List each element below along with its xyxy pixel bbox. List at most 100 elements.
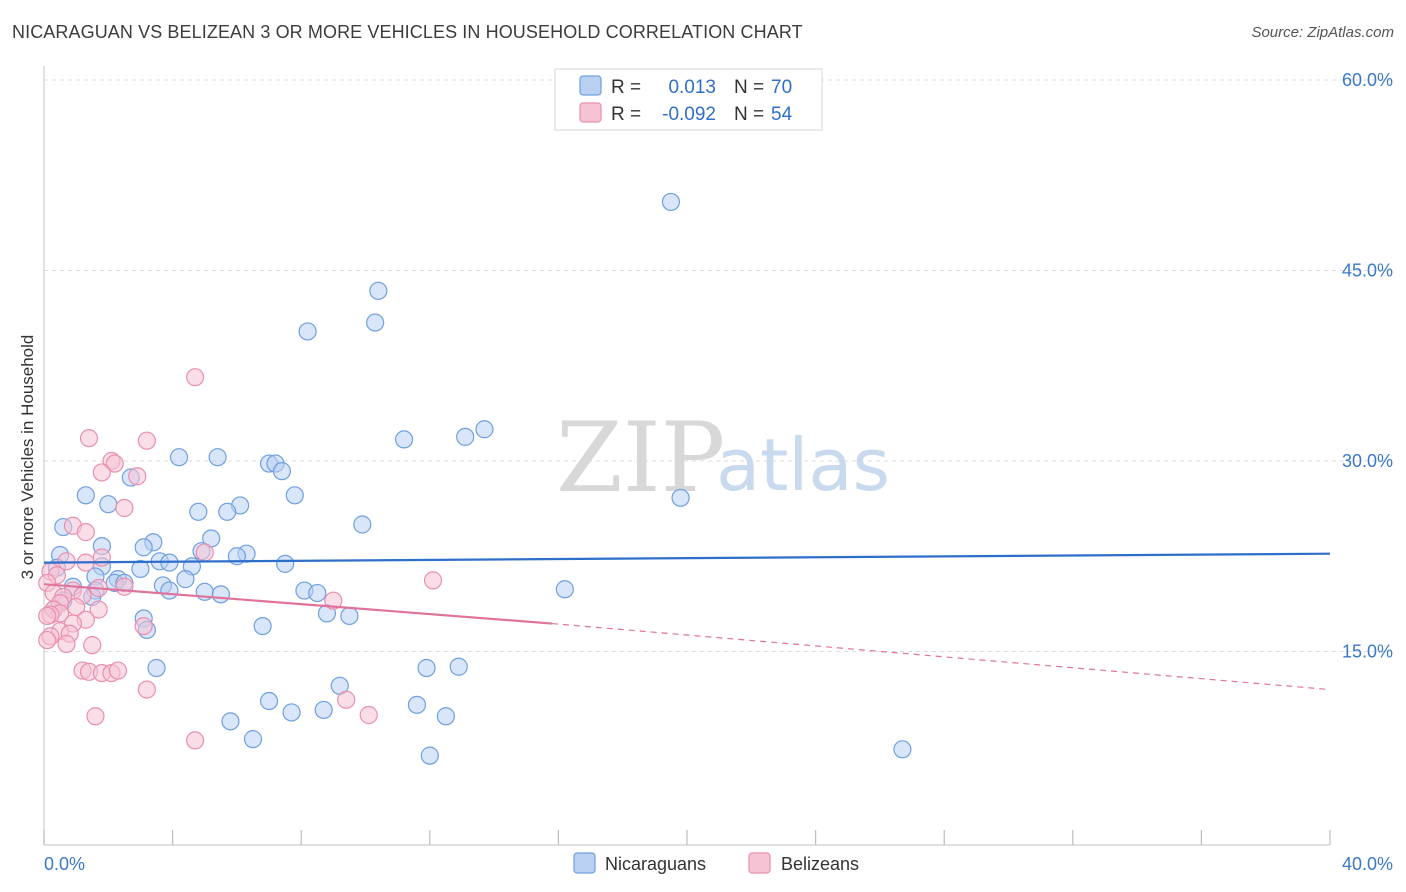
belizeans-point-34 — [134, 616, 153, 636]
nicaraguans-point-32 — [276, 554, 295, 573]
legend-r-value-1: 0.013 — [668, 77, 716, 98]
belizeans-point-49 — [359, 705, 378, 725]
nicaraguans-point-15 — [671, 488, 690, 507]
belizeans-point-9 — [76, 523, 95, 542]
belizeans-point-47 — [337, 690, 356, 709]
nicaraguans-point-5 — [456, 427, 475, 446]
nicaraguans-point-1 — [369, 281, 388, 300]
belizeans-point-45 — [108, 661, 128, 680]
belizeans-point-11 — [92, 548, 111, 567]
nicaraguans-point-39 — [176, 570, 195, 589]
legend-swatch-blue — [579, 75, 602, 96]
x-tick-labels: 0.0% 40.0% — [44, 854, 1393, 874]
nicaraguans-point-13 — [76, 486, 95, 505]
legend-r-value-2: -0.092 — [662, 104, 716, 125]
belizeans-point-2 — [137, 431, 156, 450]
belizeans-point-46 — [137, 680, 156, 699]
belizeans-point-29 — [89, 600, 108, 619]
legend-bottom: Nicaraguans Belizeans — [573, 852, 859, 874]
nicaraguans-point-66 — [407, 695, 427, 714]
nicaraguans-point-2 — [366, 313, 385, 332]
belizeans-points — [38, 368, 443, 750]
nicaraguans-point-50 — [555, 580, 574, 599]
nicaraguans-point-46 — [160, 581, 179, 600]
axes — [43, 66, 1331, 846]
legend-bottom-swatch-nicaraguans — [573, 852, 596, 874]
nicaraguans-point-55 — [340, 606, 359, 626]
legend-n-label-1: N = — [734, 77, 764, 98]
chart-title: NICARAGUAN VS BELIZEAN 3 OR MORE VEHICLE… — [12, 22, 803, 42]
nicaraguans-point-18 — [189, 502, 208, 521]
nicaraguans-point-8 — [208, 448, 227, 467]
belizeans-point-33 — [38, 606, 57, 626]
belizeans-point-6 — [128, 467, 147, 486]
legend-n-value-1: 70 — [771, 77, 792, 98]
nicaraguans-point-7 — [169, 448, 189, 467]
nicaraguans-point-20 — [353, 515, 372, 534]
y-axis-title: 3 or more Vehicles in Household — [18, 335, 37, 580]
nicaraguans-point-64 — [282, 703, 301, 722]
nicaraguans-point-68 — [221, 712, 240, 731]
belizeans-point-7 — [115, 498, 134, 518]
trend-lines — [43, 552, 1331, 691]
nicaraguans-point-11 — [272, 462, 292, 481]
nicaraguans-point-65 — [314, 700, 333, 720]
belizeans-point-0 — [186, 368, 205, 387]
x-tick-label-max: 40.0% — [1342, 854, 1393, 874]
belizeans-point-38 — [38, 630, 57, 650]
nicaraguans-point-67 — [436, 707, 455, 726]
nicaraguans-point-14 — [285, 486, 304, 505]
nicaraguans-point-71 — [420, 746, 439, 765]
legend-top: R = 0.013 N = 70 R = -0.092 N = 54 — [554, 68, 823, 131]
belizeans-point-40 — [83, 636, 102, 655]
nicaraguans-point-60 — [417, 658, 436, 678]
legend-bottom-label-belizeans: Belizeans — [781, 854, 859, 874]
nicaraguans-point-6 — [394, 430, 414, 449]
legend-bottom-swatch-belizeans — [748, 852, 771, 874]
nicaraguans-point-49 — [308, 583, 327, 603]
nicaraguans-point-69 — [243, 730, 263, 749]
nicaraguans-point-61 — [449, 657, 468, 676]
y-tick-label-0: 15.0% — [1342, 642, 1393, 662]
nicaraguans-point-57 — [253, 616, 272, 636]
nicaraguans-trend-line — [43, 552, 1331, 564]
legend-swatch-pink — [579, 102, 602, 123]
belizeans-point-1 — [79, 429, 99, 448]
legend-r-label-2: R = — [611, 104, 641, 125]
belizeans-trend-extension — [551, 622, 1331, 691]
nicaraguans-point-25 — [134, 538, 153, 557]
gridlines — [44, 79, 1393, 652]
nicaraguans-point-35 — [131, 559, 150, 579]
y-tick-label-3: 60.0% — [1342, 70, 1393, 90]
y-tick-labels: 15.0% 30.0% 45.0% 60.0% — [1342, 70, 1393, 662]
nicaraguans-point-4 — [475, 420, 494, 439]
belizeans-point-23 — [324, 591, 343, 610]
belizeans-point-39 — [57, 634, 76, 653]
watermark-zip: ZIP — [556, 402, 725, 514]
legend-n-label-2: N = — [734, 104, 764, 125]
nicaraguans-point-3 — [298, 322, 317, 341]
y-tick-label-1: 30.0% — [1342, 451, 1393, 471]
belizeans-point-10 — [195, 543, 214, 562]
belizeans-point-50 — [186, 731, 205, 750]
belizeans-point-18 — [115, 577, 134, 596]
source-credit: Source: ZipAtlas.com — [1251, 24, 1394, 41]
x-tick-label-min: 0.0% — [44, 854, 85, 874]
belizeans-point-4 — [105, 454, 124, 473]
legend-r-label-1: R = — [611, 77, 641, 98]
belizeans-point-48 — [86, 707, 105, 726]
nicaraguans-point-70 — [893, 740, 912, 759]
belizeans-point-16 — [423, 571, 443, 590]
watermark-atlas: atlas — [716, 423, 890, 507]
nicaraguans-point-0 — [661, 192, 681, 212]
nicaraguans-point-19 — [218, 502, 237, 521]
nicaraguans-point-48 — [211, 585, 230, 604]
belizeans-point-5 — [92, 463, 111, 482]
nicaraguans-point-59 — [147, 658, 166, 678]
legend-bottom-label-nicaraguans: Nicaraguans — [605, 854, 706, 874]
watermark: ZIP atlas — [556, 402, 890, 514]
nicaraguans-point-63 — [259, 691, 279, 711]
belizeans-trend-line — [43, 583, 553, 625]
y-tick-label-2: 45.0% — [1342, 261, 1393, 281]
